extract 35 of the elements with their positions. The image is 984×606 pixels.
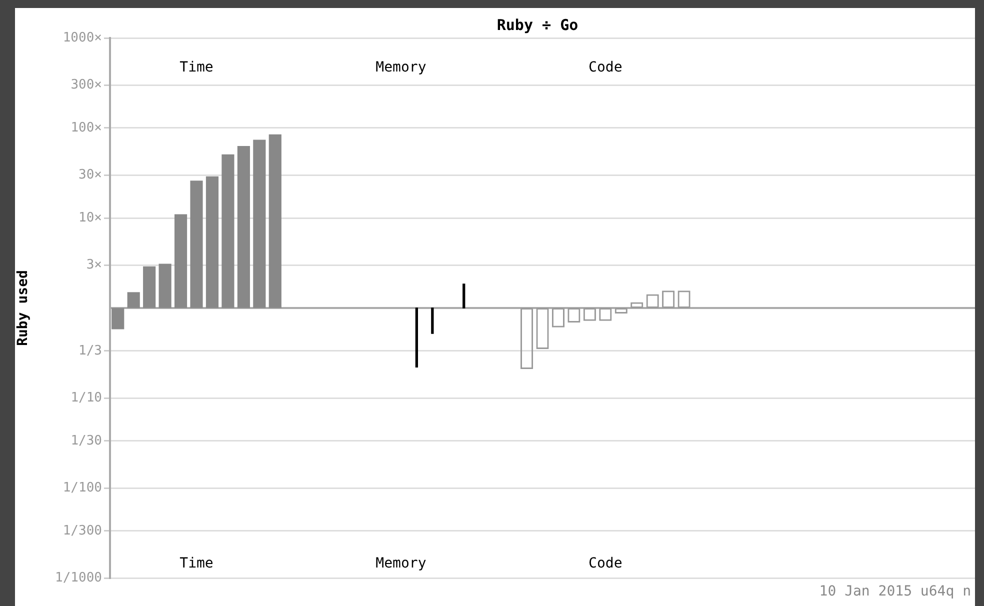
y-tick-label: 10× xyxy=(78,210,102,226)
y-tick-label: 1000× xyxy=(62,30,102,46)
annotation: Time xyxy=(180,556,214,572)
chart-title: Ruby ÷ Go xyxy=(496,16,578,34)
y-tick-label: 100× xyxy=(70,120,102,136)
annotation: Code xyxy=(588,60,622,76)
y-tick-label: 1/100 xyxy=(62,480,102,496)
bar xyxy=(415,308,418,368)
bar xyxy=(253,140,266,308)
y-tick-label: 1/300 xyxy=(62,523,102,538)
y-axis-title: Ruby used xyxy=(15,270,32,346)
bar xyxy=(127,292,140,308)
bar xyxy=(462,284,466,308)
annotation: Code xyxy=(588,556,622,572)
y-tick-label: 1/3 xyxy=(78,343,102,358)
annotation: Time xyxy=(180,60,214,76)
y-tick-label: 1/10 xyxy=(70,390,102,406)
bar xyxy=(112,308,124,330)
y-tick-label: 1/1000 xyxy=(55,570,102,586)
annotation: Memory xyxy=(376,60,426,76)
bar xyxy=(143,266,156,308)
text: 10 Jan 2015 u64q n xyxy=(819,584,971,600)
y-tick-label: 30× xyxy=(78,167,102,182)
annotation: Memory xyxy=(376,556,426,572)
y-tick-label: 1/30 xyxy=(70,433,102,448)
bar xyxy=(431,308,434,334)
bar xyxy=(158,264,172,308)
y-tick-label: 300× xyxy=(70,77,102,92)
bar xyxy=(206,176,219,308)
bar xyxy=(222,154,234,308)
bar xyxy=(268,134,282,308)
bar xyxy=(174,214,188,308)
y-tick-label: 3× xyxy=(86,257,102,272)
bar xyxy=(237,146,250,308)
bar xyxy=(190,180,203,308)
